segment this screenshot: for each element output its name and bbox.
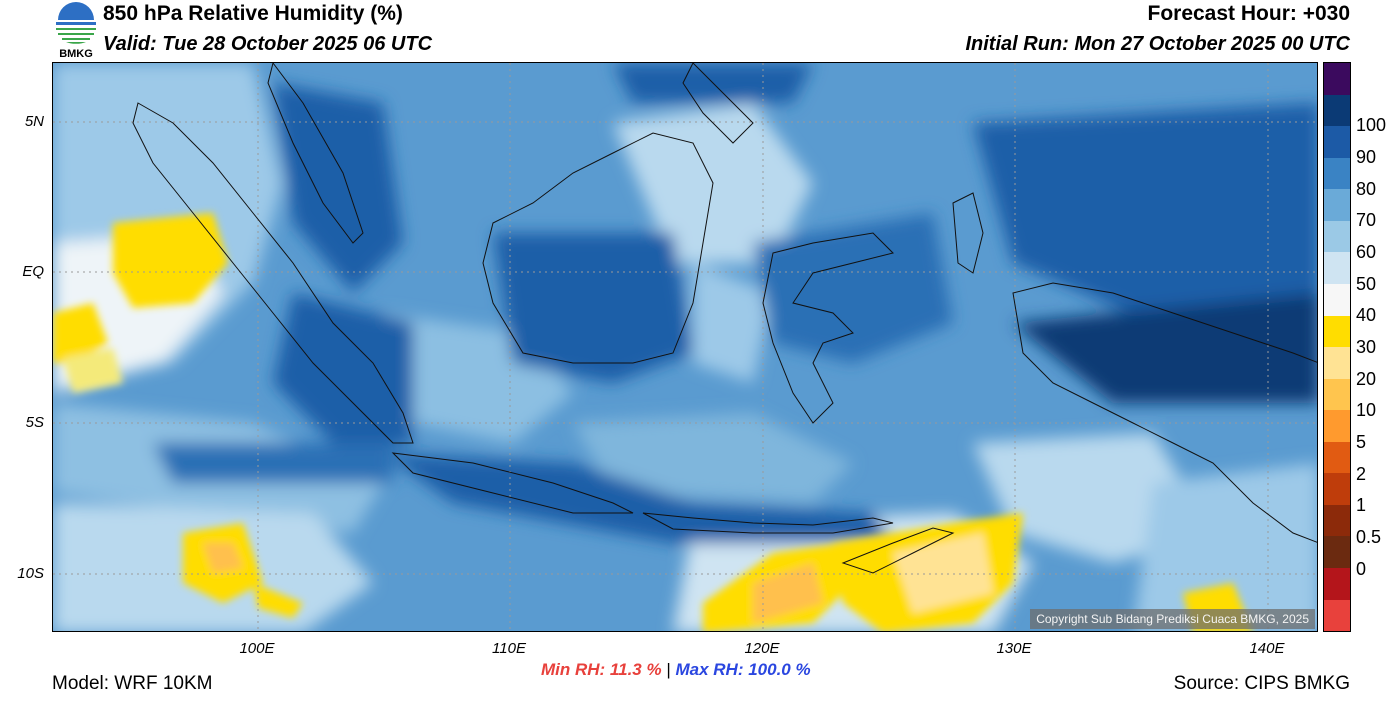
colorbar-label: 1 (1356, 495, 1367, 516)
colorbar-segment (1324, 504, 1350, 537)
colorbar-segment (1324, 283, 1350, 316)
copyright-notice: Copyright Sub Bidang Prediksi Cuaca BMKG… (1030, 609, 1315, 629)
colorbar-segment (1324, 441, 1350, 474)
model-label: Model: WRF 10KM (52, 673, 213, 694)
stats-separator: | (666, 660, 671, 679)
colorbar-segment (1324, 568, 1350, 600)
colorbar-segment (1324, 536, 1350, 568)
colorbar-segment (1324, 252, 1350, 284)
logo-globe-top (58, 2, 94, 20)
colorbar-segment (1324, 599, 1350, 632)
rh-stats: Min RH: 11.3 % | Max RH: 100.0 % (541, 660, 811, 680)
valid-time: Valid: Tue 28 October 2025 06 UTC (103, 33, 433, 55)
colorbar-label: 30 (1356, 337, 1377, 357)
colorbar-segment (1324, 347, 1350, 379)
colorbar-segment (1324, 220, 1350, 253)
colorbar-segment (1324, 126, 1350, 158)
colorbar-segment (1324, 315, 1350, 348)
lon-label-100e: 100E (239, 640, 275, 657)
lon-label-140e: 140E (1249, 640, 1285, 657)
colorbar-segment (1324, 63, 1350, 95)
colorbar-segment (1324, 157, 1350, 190)
colorbar-label: 100 (1356, 115, 1387, 136)
coastlines (132, 63, 1317, 574)
colorbar-label: 50 (1356, 273, 1377, 294)
colorbar-label: 10 (1356, 400, 1377, 421)
colorbar-label: 40 (1356, 305, 1377, 326)
colorbar (1323, 62, 1351, 632)
colorbar-segment (1324, 410, 1350, 442)
colorbar-label: 0.5 (1356, 527, 1382, 547)
max-rh: Max RH: 100.0 % (675, 660, 811, 679)
forecast-hour: Forecast Hour: +030 (1147, 2, 1351, 25)
lon-label-130e: 130E (996, 640, 1032, 657)
humidity-map: Copyright Sub Bidang Prediksi Cuaca BMKG… (52, 62, 1318, 632)
colorbar-label: 20 (1356, 368, 1377, 389)
colorbar-label: 80 (1356, 178, 1377, 199)
colorbar-label: 2 (1356, 463, 1367, 484)
source-label: Source: CIPS BMKG (1173, 673, 1350, 694)
colorbar-segment (1324, 189, 1350, 221)
colorbar-label: 0 (1356, 558, 1367, 579)
bmkg-logo: BMKG (52, 2, 100, 62)
chart-title: 850 hPa Relative Humidity (%) (103, 2, 403, 25)
colorbar-segment (1324, 378, 1350, 411)
lon-label-120e: 120E (744, 640, 780, 657)
colorbar-label: 5 (1356, 432, 1367, 452)
lon-label-110e: 110E (492, 640, 526, 657)
colorbar-label: 90 (1356, 147, 1377, 167)
lat-label-5n: 5N (24, 113, 44, 130)
lat-label-10s: 10S (17, 565, 44, 582)
lat-label-5s: 5S (25, 414, 44, 431)
initial-run: Initial Run: Mon 27 October 2025 00 UTC (965, 33, 1350, 55)
min-rh: Min RH: 11.3 % (541, 660, 662, 679)
colorbar-segment (1324, 94, 1350, 127)
colorbar-segment (1324, 473, 1350, 505)
colorbar-label: 70 (1356, 210, 1377, 231)
map-canvas (53, 63, 1317, 631)
colorbar-label: 60 (1356, 242, 1377, 262)
logo-text: BMKG (59, 48, 93, 60)
lat-label-eq: EQ (22, 263, 44, 280)
